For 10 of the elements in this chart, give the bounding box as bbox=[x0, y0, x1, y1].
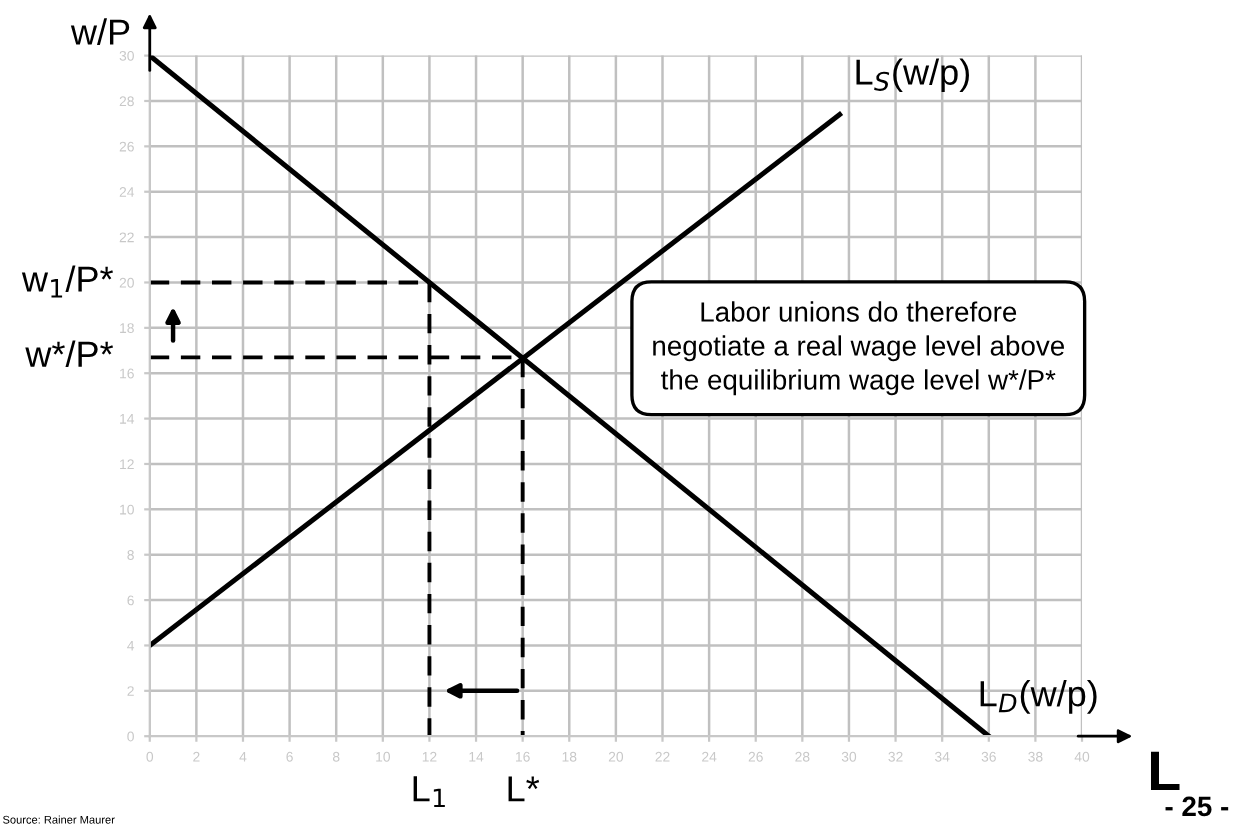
x-axis-title: L bbox=[1150, 751, 1180, 791]
series-label: L$_{S}$(w/p) bbox=[856, 58, 969, 93]
annotation: w*/P* bbox=[25, 340, 114, 368]
annotation: Labor unions do therefore negotiate a real wage level above the equilibrium wage level w*/P* bbox=[653, 301, 1064, 396]
text: - 25 - bbox=[1165, 796, 1229, 817]
y-axis-title: w/P bbox=[70, 18, 130, 45]
annotation: w$_{1}$/P* bbox=[21, 265, 114, 298]
annotation: L* bbox=[508, 776, 540, 802]
series-label: L$_{D}$(w/p) bbox=[980, 680, 1097, 714]
annotation: L$_{1}$ bbox=[413, 776, 445, 808]
